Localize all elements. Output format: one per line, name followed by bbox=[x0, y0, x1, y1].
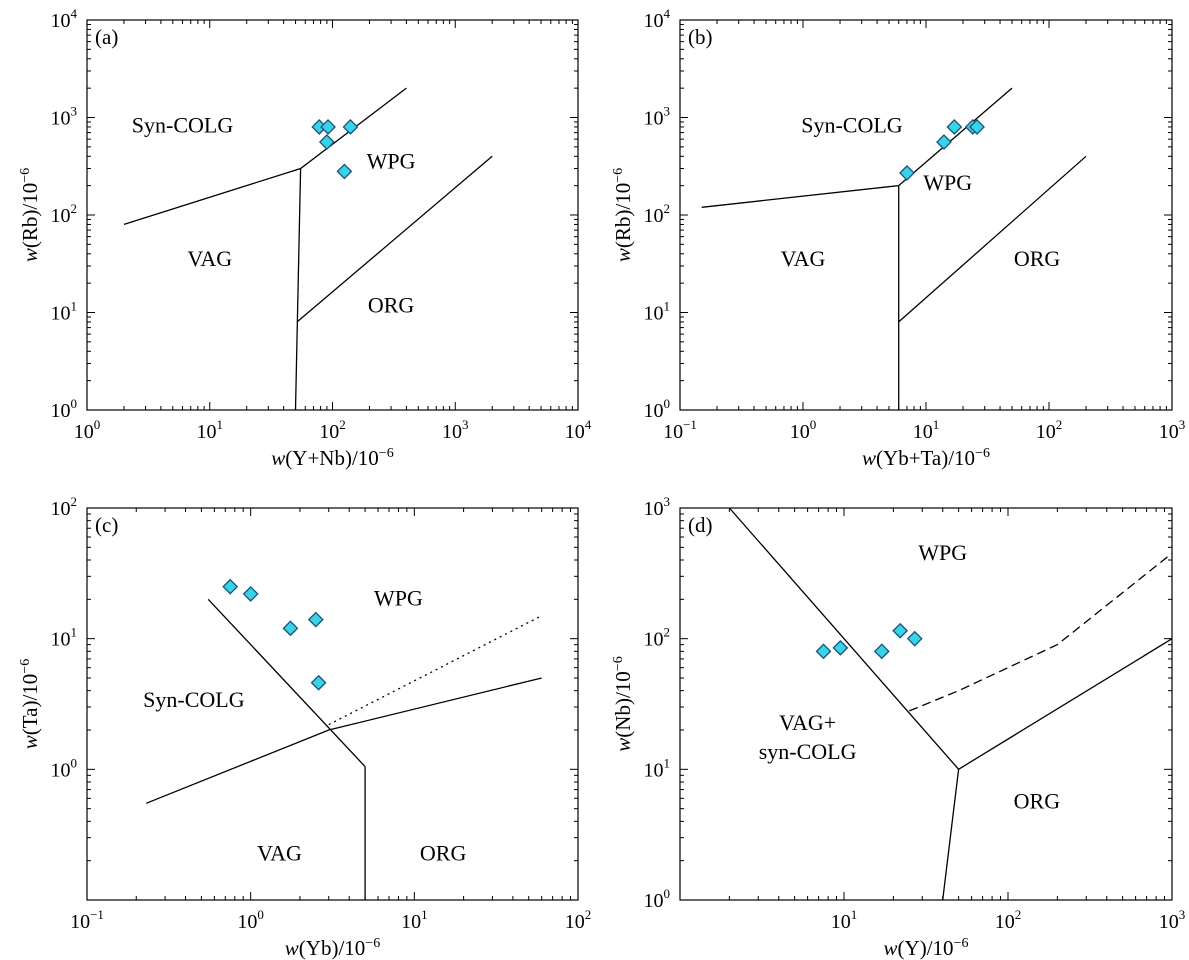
plot-frame bbox=[87, 20, 578, 410]
panel-letter: (d) bbox=[688, 513, 713, 537]
plot-frame bbox=[680, 20, 1172, 410]
panel-d: 101 102 103 100 101 102 103 w(Y)/10−6 w(Nb)/10−6… bbox=[611, 494, 1185, 960]
x-tick-label: 101 bbox=[913, 417, 940, 443]
region-label: Syn-COLG bbox=[132, 113, 234, 138]
x-axis-label: w(Yb)/10−6 bbox=[285, 936, 380, 960]
x-tick-label: 101 bbox=[831, 907, 858, 933]
x-tick-label: 103 bbox=[1159, 907, 1186, 933]
panel-letter: (b) bbox=[688, 25, 713, 49]
sample-point bbox=[309, 613, 323, 627]
sample-point bbox=[817, 644, 831, 658]
y-tick-label: 102 bbox=[644, 201, 671, 227]
x-tick-label: 101 bbox=[401, 907, 428, 933]
region-label: ORG bbox=[368, 293, 415, 318]
y-axis-label: w(Ta)/10−6 bbox=[18, 659, 42, 749]
x-tick-label: 100 bbox=[790, 417, 817, 443]
region-label: WPG bbox=[918, 540, 967, 565]
y-axis-label: w(Nb)/10−6 bbox=[611, 656, 635, 751]
sample-point bbox=[833, 641, 847, 655]
sample-point bbox=[320, 135, 334, 149]
panel-a: 100 101 102 103 104 100 101 102 103 104 w(Y+Nb)/10… bbox=[18, 6, 592, 470]
boundary-solid-line bbox=[124, 88, 406, 224]
x-axis-label: w(Y+Nb)/10−6 bbox=[271, 446, 393, 470]
region-label: Syn-COLG bbox=[143, 687, 245, 712]
sample-point bbox=[908, 632, 922, 646]
x-tick-label: 101 bbox=[197, 417, 224, 443]
y-tick-label: 103 bbox=[644, 494, 671, 520]
panel-letter: (a) bbox=[95, 25, 118, 49]
x-tick-label: 103 bbox=[442, 417, 469, 443]
y-tick-label: 100 bbox=[644, 886, 671, 912]
y-tick-label: 101 bbox=[51, 625, 78, 651]
region-label: VAG+ bbox=[779, 710, 836, 735]
boundary-solid-line bbox=[296, 169, 301, 411]
sample-point bbox=[312, 676, 326, 690]
x-tick-label: 102 bbox=[1036, 417, 1063, 443]
y-tick-label: 104 bbox=[51, 6, 78, 32]
boundary-dashed-line bbox=[909, 553, 1172, 711]
y-tick-label: 101 bbox=[51, 299, 78, 325]
sample-point bbox=[337, 164, 351, 178]
region-label: WPG bbox=[923, 170, 972, 195]
axis-ticks bbox=[680, 20, 1172, 410]
x-tick-label: 104 bbox=[565, 417, 592, 443]
panel-b: 10−1 100 101 102 103100101102103104w(Yb+Ta)/… bbox=[611, 6, 1185, 470]
sample-point bbox=[321, 120, 335, 134]
sample-point bbox=[900, 166, 914, 180]
sample-point bbox=[893, 624, 907, 638]
y-axis-label: w(Rb)/10−6 bbox=[18, 168, 42, 262]
x-axis-label: w(Y)/10−6 bbox=[884, 936, 969, 960]
y-tick-label: 103 bbox=[51, 104, 78, 130]
axis-ticks bbox=[87, 20, 578, 410]
x-tick-label: 10−1 bbox=[70, 907, 104, 933]
y-tick-label: 102 bbox=[644, 625, 671, 651]
y-axis-label: w(Rb)/10−6 bbox=[611, 168, 635, 262]
region-label: ORG bbox=[420, 841, 467, 866]
x-tick-label: 100 bbox=[74, 417, 101, 443]
region-label: syn-COLG bbox=[759, 739, 857, 764]
y-tick-label: 103 bbox=[644, 104, 671, 130]
y-tick-label: 101 bbox=[644, 299, 671, 325]
x-tick-label: 102 bbox=[995, 907, 1022, 933]
x-axis-label: w(Yb+Ta)/10−6 bbox=[862, 446, 990, 470]
sample-point bbox=[343, 120, 357, 134]
panel-letter: (c) bbox=[95, 513, 118, 537]
y-tick-label: 100 bbox=[51, 396, 78, 422]
region-label: WPG bbox=[374, 585, 423, 610]
region-label: ORG bbox=[1014, 789, 1061, 814]
sample-point bbox=[937, 135, 951, 149]
y-tick-label: 102 bbox=[51, 494, 78, 520]
region-label: VAG bbox=[781, 246, 826, 271]
region-label: VAG bbox=[257, 841, 302, 866]
x-tick-label: 102 bbox=[565, 907, 592, 933]
boundary-solid-line bbox=[943, 639, 1172, 900]
y-tick-label: 101 bbox=[644, 755, 671, 781]
x-tick-label: 10−1 bbox=[663, 417, 697, 443]
sample-point bbox=[875, 644, 889, 658]
x-tick-label: 103 bbox=[1159, 417, 1186, 443]
boundary-dotted-line bbox=[329, 616, 542, 725]
y-tick-label: 102 bbox=[51, 201, 78, 227]
region-label: WPG bbox=[367, 148, 416, 173]
sample-point bbox=[283, 621, 297, 635]
region-label: ORG bbox=[1014, 246, 1061, 271]
sample-point bbox=[244, 587, 258, 601]
y-tick-label: 104 bbox=[644, 6, 671, 32]
sample-point bbox=[223, 580, 237, 594]
panel-c: 10−1 100 101 102 100 101 102 w(Yb)/10−6 w(Ta)/10… bbox=[18, 494, 591, 960]
region-label: Syn-COLG bbox=[801, 113, 903, 138]
y-tick-label: 100 bbox=[51, 755, 78, 781]
x-tick-label: 102 bbox=[319, 417, 346, 443]
region-label: VAG bbox=[187, 246, 232, 271]
x-tick-label: 100 bbox=[237, 907, 264, 933]
y-tick-label: 100 bbox=[644, 396, 671, 422]
sample-point bbox=[947, 120, 961, 134]
